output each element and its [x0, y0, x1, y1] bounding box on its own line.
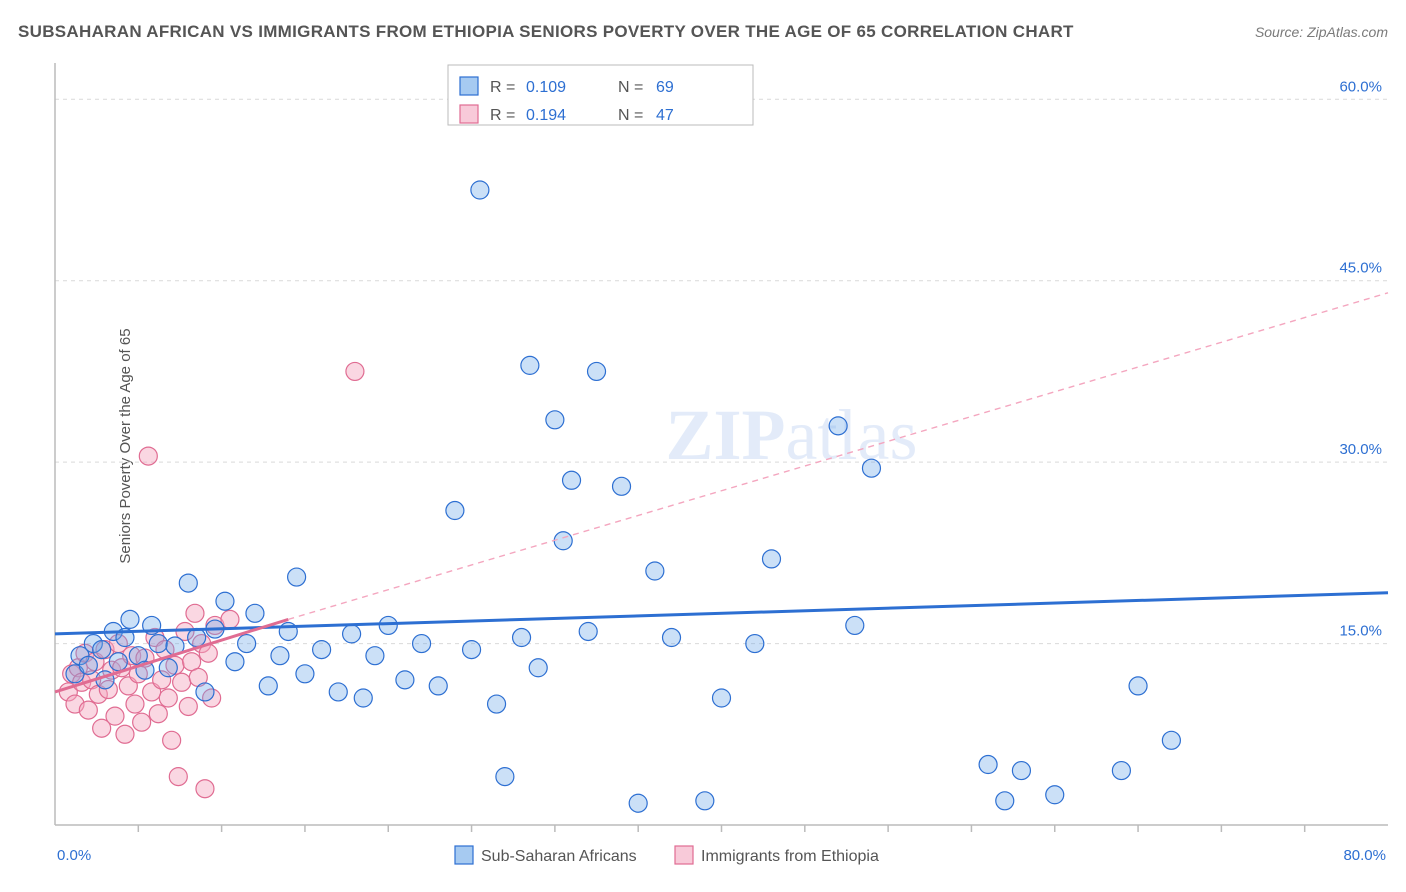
data-point	[346, 362, 364, 380]
data-point	[1012, 762, 1030, 780]
data-point	[446, 502, 464, 520]
legend-n-value: 47	[656, 107, 674, 124]
data-point	[354, 689, 372, 707]
data-point	[496, 768, 514, 786]
y-tick-label: 45.0%	[1339, 260, 1382, 277]
data-point	[186, 604, 204, 622]
data-point	[488, 695, 506, 713]
data-point	[226, 653, 244, 671]
y-tick-label: 30.0%	[1339, 441, 1382, 458]
data-point	[159, 689, 177, 707]
data-point	[1046, 786, 1064, 804]
x-tick-label: 0.0%	[57, 847, 91, 864]
data-point	[829, 417, 847, 435]
data-point	[713, 689, 731, 707]
data-point	[106, 707, 124, 725]
data-point	[79, 656, 97, 674]
data-point	[329, 683, 347, 701]
watermark: ZIPatlas	[666, 395, 918, 475]
legend-r-value: 0.109	[526, 79, 566, 96]
legend-series-label: Sub-Saharan Africans	[481, 848, 637, 865]
legend-n-value: 69	[656, 79, 674, 96]
data-point	[179, 574, 197, 592]
legend-swatch	[460, 77, 478, 95]
data-point	[1129, 677, 1147, 695]
data-point	[288, 568, 306, 586]
correlation-chart: 15.0% 30.0% 45.0% 60.0% 0.0% 80.0% ZIPatlas R =…	[0, 55, 1406, 892]
data-point	[846, 616, 864, 634]
data-point	[613, 477, 631, 495]
data-point	[271, 647, 289, 665]
data-point	[862, 459, 880, 477]
data-point	[529, 659, 547, 677]
legend-r-value: 0.194	[526, 107, 566, 124]
data-point	[996, 792, 1014, 810]
data-point	[471, 181, 489, 199]
data-point	[79, 701, 97, 719]
x-tick-label: 80.0%	[1343, 847, 1386, 864]
data-point	[629, 794, 647, 812]
data-point	[1112, 762, 1130, 780]
data-point	[646, 562, 664, 580]
y-tick-label: 15.0%	[1339, 623, 1382, 640]
data-point	[173, 673, 191, 691]
data-point	[513, 629, 531, 647]
data-point	[696, 792, 714, 810]
data-point	[579, 622, 597, 640]
data-point	[109, 653, 127, 671]
data-point	[588, 362, 606, 380]
data-point	[296, 665, 314, 683]
data-point	[126, 695, 144, 713]
data-point	[246, 604, 264, 622]
data-point	[463, 641, 481, 659]
y-tick-label: 60.0%	[1339, 78, 1382, 95]
title-bar: SUBSAHARAN AFRICAN VS IMMIGRANTS FROM ET…	[18, 22, 1388, 42]
data-point	[169, 768, 187, 786]
legend-r-label: R =	[490, 107, 515, 124]
data-point	[762, 550, 780, 568]
data-point	[413, 635, 431, 653]
data-point	[179, 697, 197, 715]
data-point	[1162, 731, 1180, 749]
data-point	[196, 780, 214, 798]
data-point	[546, 411, 564, 429]
trend-line	[288, 293, 1388, 620]
data-point	[139, 447, 157, 465]
data-point	[663, 629, 681, 647]
data-point	[121, 610, 139, 628]
data-point	[149, 635, 167, 653]
data-point	[149, 705, 167, 723]
legend-r-label: R =	[490, 79, 515, 96]
legend-n-label: N =	[618, 107, 643, 124]
data-point	[554, 532, 572, 550]
data-point	[116, 725, 134, 743]
data-point	[521, 356, 539, 374]
legend-swatch	[460, 105, 478, 123]
data-point	[259, 677, 277, 695]
legend-series-label: Immigrants from Ethiopia	[701, 848, 879, 865]
data-point	[979, 756, 997, 774]
legend-swatch	[455, 846, 473, 864]
data-point	[196, 683, 214, 701]
data-point	[366, 647, 384, 665]
data-point	[163, 731, 181, 749]
data-point	[238, 635, 256, 653]
legend-swatch	[675, 846, 693, 864]
data-point	[379, 616, 397, 634]
data-point	[216, 592, 234, 610]
data-point	[429, 677, 447, 695]
data-point	[93, 641, 111, 659]
legend-n-label: N =	[618, 79, 643, 96]
data-point	[133, 713, 151, 731]
data-point	[313, 641, 331, 659]
data-point	[746, 635, 764, 653]
chart-title: SUBSAHARAN AFRICAN VS IMMIGRANTS FROM ET…	[18, 22, 1074, 42]
source-label: Source: ZipAtlas.com	[1255, 24, 1388, 40]
data-point	[159, 659, 177, 677]
data-point	[396, 671, 414, 689]
data-point	[563, 471, 581, 489]
data-point	[343, 625, 361, 643]
data-point	[188, 629, 206, 647]
